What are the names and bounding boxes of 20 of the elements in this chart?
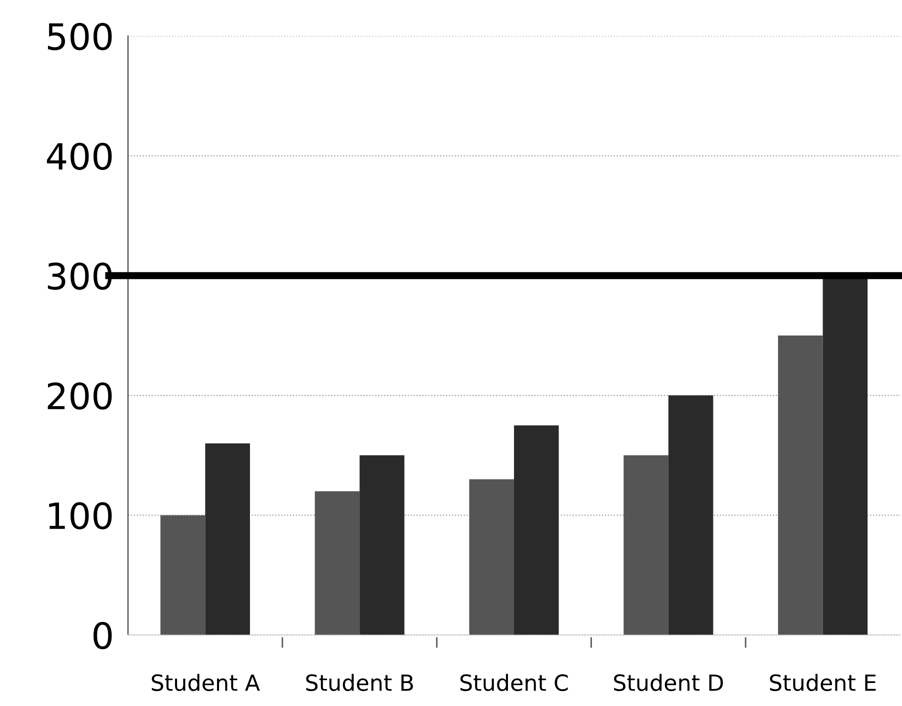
x-tick-label: Student A xyxy=(152,674,260,692)
y-tick-label: 300 xyxy=(48,262,112,290)
y-tick-label: 400 xyxy=(46,142,112,170)
bar xyxy=(205,443,250,635)
bar xyxy=(668,395,714,635)
x-tick-label: Student C xyxy=(460,674,568,692)
y-tick-label: 200 xyxy=(48,382,112,410)
bar xyxy=(314,491,360,635)
bar xyxy=(778,336,823,635)
bar xyxy=(360,455,404,635)
bar xyxy=(514,425,559,635)
x-tick-label: Student E xyxy=(770,674,876,692)
x-tick-label: Student D xyxy=(614,674,723,692)
y-tick-label: 0 xyxy=(94,622,112,650)
y-tick-label: 100 xyxy=(49,502,112,530)
y-tick-label: 500 xyxy=(48,22,112,50)
bar xyxy=(469,479,514,635)
bar xyxy=(160,515,206,635)
x-tick-label: Student B xyxy=(306,674,413,692)
bar xyxy=(624,455,668,635)
